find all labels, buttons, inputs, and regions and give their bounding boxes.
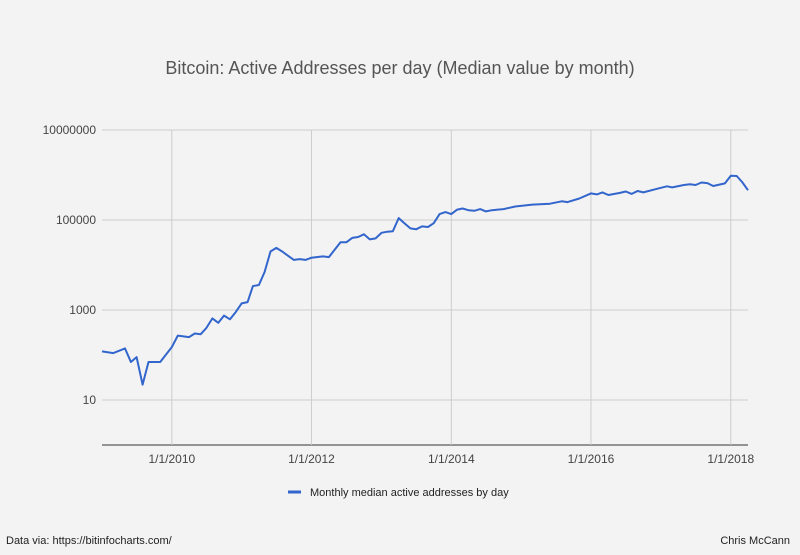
y-axis-ticks: 10 1000 100000 10000000 (43, 123, 97, 407)
x-tick-label: 1/1/2016 (568, 452, 615, 466)
y-tick-label: 10 (83, 393, 97, 407)
y-tick-label: 1000 (69, 303, 96, 317)
author-note: Chris McCann (720, 535, 790, 547)
x-tick-label: 1/1/2018 (707, 452, 754, 466)
chart-title: Bitcoin: Active Addresses per day (Media… (165, 58, 634, 78)
legend-label: Monthly median active addresses by day (310, 487, 509, 499)
x-axis-ticks: 1/1/2010 1/1/2012 1/1/2014 1/1/2016 1/1/2018 (148, 452, 754, 466)
source-note: Data via: https://bitinfocharts.com/ (6, 535, 172, 547)
gridlines (102, 129, 748, 446)
x-tick-label: 1/1/2010 (148, 452, 195, 466)
x-tick-label: 1/1/2012 (288, 452, 335, 466)
y-tick-label: 10000000 (43, 123, 97, 137)
y-tick-label: 100000 (56, 213, 96, 227)
legend: Monthly median active addresses by day (288, 487, 509, 499)
x-tick-label: 1/1/2014 (428, 452, 475, 466)
series-layer (101, 174, 749, 386)
series-line (101, 174, 749, 386)
